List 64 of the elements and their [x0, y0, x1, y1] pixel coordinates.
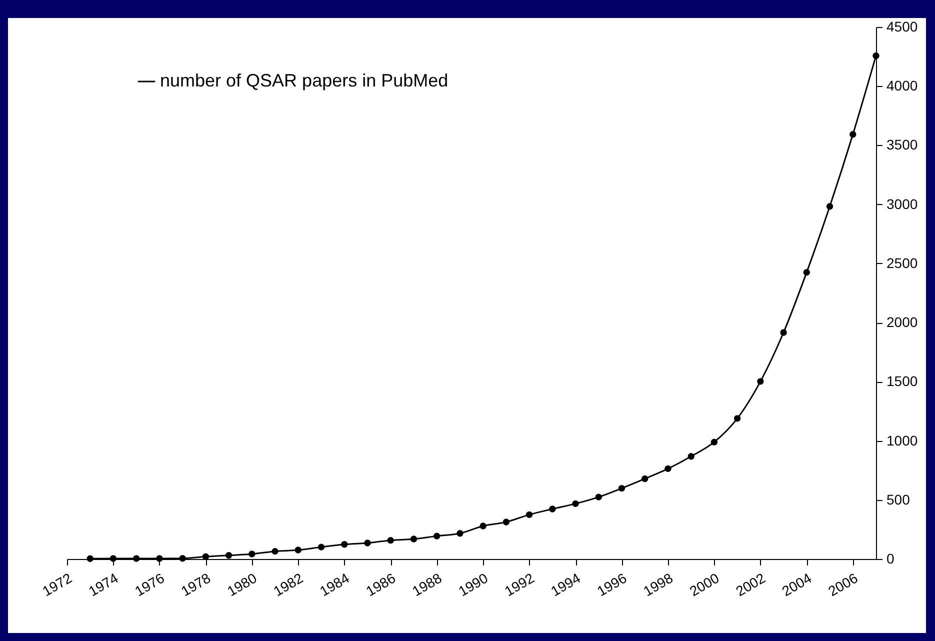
x-tick-label: 2002 — [732, 570, 768, 600]
point — [850, 131, 856, 138]
y-tick-label: 2500 — [886, 254, 918, 271]
x-tick-label: 1984 — [316, 570, 352, 600]
point — [387, 536, 394, 544]
point — [156, 555, 163, 562]
y-tick-label: 4500 — [886, 18, 918, 34]
y-tick-label: 1000 — [886, 432, 918, 448]
x-tick-label: 1990 — [456, 570, 491, 600]
x-tick-label: 1980 — [224, 570, 260, 600]
point — [480, 522, 486, 530]
point — [502, 518, 510, 526]
x-tick-label: 1992 — [502, 570, 537, 600]
x-tick-label: 1986 — [363, 570, 398, 600]
y-tick-label: 3000 — [886, 196, 918, 212]
x-tick-label: 1994 — [548, 570, 584, 600]
x-tick-label: 2004 — [779, 570, 814, 600]
point — [318, 544, 325, 550]
point — [572, 500, 579, 508]
point — [757, 378, 764, 385]
point — [86, 555, 94, 562]
x-tick-label: 1978 — [178, 570, 214, 600]
point — [780, 329, 787, 336]
point — [595, 494, 602, 500]
point — [248, 550, 256, 558]
x-tick-label: 1998 — [640, 570, 676, 600]
point — [225, 552, 232, 559]
point — [526, 511, 533, 518]
point — [642, 475, 648, 482]
point — [549, 506, 556, 512]
x-tick-label: 2000 — [686, 570, 722, 600]
x-tick-label: 1974 — [86, 570, 121, 600]
point — [826, 202, 834, 210]
point — [410, 536, 418, 542]
point — [179, 555, 186, 562]
x-tick-label: 1976 — [132, 570, 168, 600]
y-tick-label: 3500 — [886, 136, 918, 153]
point — [456, 530, 464, 537]
point — [364, 540, 371, 546]
y-tick-label: 4000 — [886, 78, 918, 94]
point — [734, 415, 741, 422]
x-tick-label: 1988 — [409, 570, 445, 600]
y-tick-label: 2000 — [886, 314, 918, 330]
point — [872, 52, 880, 60]
point — [294, 546, 302, 554]
point — [710, 438, 718, 446]
point — [433, 532, 440, 540]
legend-label: number of QSAR papers in PubMed — [160, 70, 448, 90]
y-tick-label: 500 — [886, 491, 910, 508]
point — [202, 553, 210, 560]
point — [341, 540, 348, 548]
point — [688, 453, 694, 460]
x-tick-label: 1982 — [270, 570, 306, 600]
point — [664, 465, 672, 472]
point — [803, 268, 810, 276]
point — [618, 484, 626, 492]
point — [272, 548, 278, 555]
point — [132, 555, 140, 562]
x-tick-label: 1972 — [40, 570, 75, 600]
x-tick-label: 2006 — [825, 570, 861, 600]
x-tick-label: 1996 — [594, 570, 630, 600]
point — [110, 555, 117, 562]
y-tick-label: 1500 — [886, 373, 918, 390]
y-tick-label: 0 — [886, 550, 894, 566]
